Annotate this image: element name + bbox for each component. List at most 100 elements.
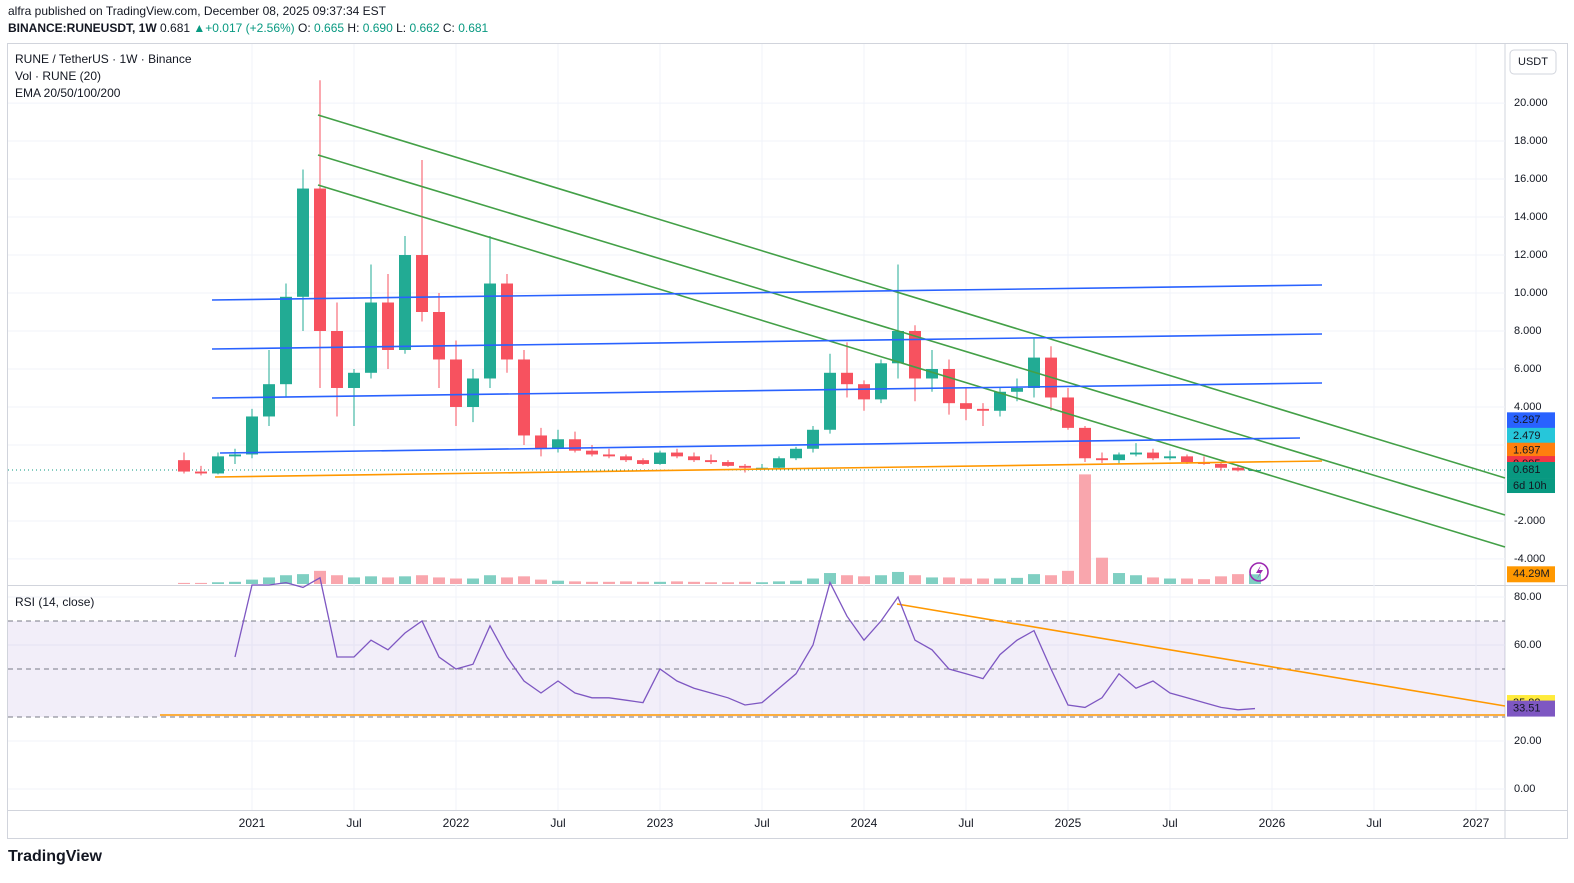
candle-body [535,435,547,449]
y-tick-label: 80.00 [1514,591,1542,603]
legend: EMA 20/50/100/200 [15,86,121,100]
volume-bar [705,582,717,584]
volume-bar [450,578,462,584]
volume-bar [263,577,275,584]
candle-body [1113,454,1125,461]
volume-bar [365,576,377,584]
volume-bar [654,581,666,584]
candle-body [280,296,292,385]
trendline [317,184,1506,548]
header-text: BINANCE:RUNEUSDT, 1W [8,21,157,35]
candle-body [739,465,751,468]
price-marker-label: 3.297 [1513,414,1541,426]
volume-marker-label: 44.29M [1513,568,1550,580]
candle-body [518,359,530,436]
volume-bar [178,582,190,584]
countdown: 6d 10h [1513,480,1547,492]
rsi-background [8,620,1505,718]
volume-bar [637,581,649,584]
volume-bar [824,573,836,584]
candle-body [722,462,734,466]
candle-body [178,460,190,472]
y-tick-label: 6.000 [1514,363,1542,375]
candle-body [1164,456,1176,459]
candle-body [450,359,462,407]
y-tick-label: 60.00 [1514,639,1542,651]
candle-body [1062,397,1074,428]
candle-body [688,456,700,461]
candle-body [790,448,802,459]
volume-bar [943,577,955,584]
volume-bar [688,581,700,584]
candle-body [654,452,666,464]
volume-bar [841,575,853,584]
candle-body [552,439,564,449]
volume-bar [603,581,615,584]
candle-body [977,408,989,411]
volume-bar [1062,570,1074,584]
candle-body [263,384,275,417]
candle-body [756,467,768,469]
x-tick-label: 2021 [239,816,266,830]
volume-bar [1045,575,1057,584]
candle-body [620,456,632,461]
volume-bar [994,578,1006,584]
volume-bar [501,577,513,584]
header-text: C: [443,21,455,35]
price-marker-label: 2.479 [1513,430,1541,442]
y-tick-label: 10.000 [1514,287,1548,299]
candle-body [586,450,598,455]
legend: RUNE / TetherUS · 1W · Binance [15,52,192,66]
y-tick-label: 8.000 [1514,325,1542,337]
candle-body [399,255,411,350]
volume-bar [246,579,258,584]
candle-body [1181,456,1193,463]
logo: TradingView [8,848,103,865]
header-text: 0.681 [160,21,190,35]
price-marker [1507,412,1555,429]
volume-bar [909,575,921,584]
volume-bar [297,574,309,584]
x-tick-label: Jul [754,816,769,830]
level-line [211,382,1323,399]
candle-body [875,363,887,400]
x-tick-label: Jul [346,816,361,830]
candle-body [858,384,870,400]
volume-bar [416,575,428,584]
candle-body [807,429,819,449]
volume-bar [1011,577,1023,584]
x-tick-label: 2027 [1463,816,1490,830]
candle-body [348,372,360,388]
candle-body [1011,387,1023,392]
y-tick-label: 18.000 [1514,135,1548,147]
currency-button[interactable] [1509,49,1557,75]
drawings [160,114,1506,716]
volume-bar [773,581,785,584]
volume-bar [195,582,207,584]
level-line [211,284,1323,301]
x-tick-label: Jul [550,816,565,830]
volume-bar [535,579,547,584]
volume-bar [484,575,496,584]
axes: 2021 Jul 2022 Jul 2023 Jul 2024 Jul 2025 Jul 2026 J… [239,97,1555,830]
header-text: H: [347,21,359,35]
volume-bar [892,571,904,584]
volume-bar [433,577,445,584]
volume-bar [552,580,564,584]
header-text: O: [298,21,311,35]
volume [178,474,1261,584]
candle-body [229,454,241,457]
countdown-box [1507,478,1555,494]
alert-icon[interactable] [1249,562,1269,582]
price-marker [1507,700,1555,717]
candle-body [603,454,615,457]
volume-marker [1507,566,1555,583]
volume-bar [1181,578,1193,584]
x-tick-label: Jul [1162,816,1177,830]
candle-body [382,302,394,350]
frame [7,43,1568,839]
volume-bar [518,576,530,584]
volume-bar [229,581,241,584]
volume-bar [756,582,768,584]
